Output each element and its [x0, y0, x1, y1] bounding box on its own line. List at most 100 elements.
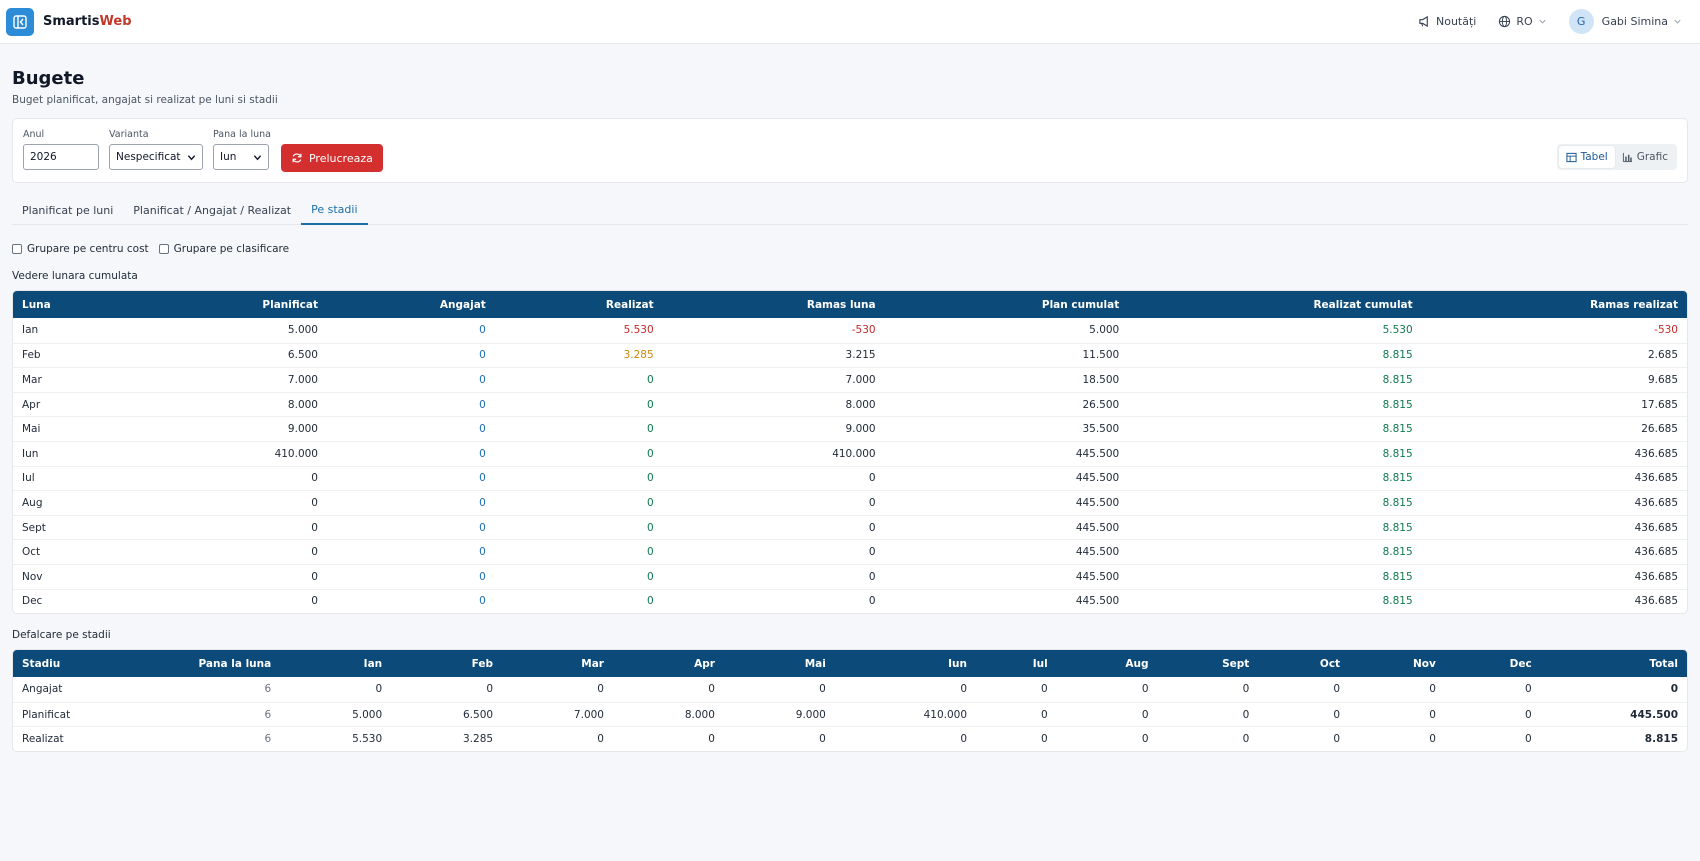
value-cell: 0	[326, 391, 495, 417]
value-cell: 0	[1258, 701, 1350, 727]
process-button[interactable]: Prelucreaza	[280, 144, 383, 172]
value-cell: 0	[612, 726, 724, 751]
value-cell: 7.000	[502, 701, 613, 727]
year-input[interactable]: 2026	[23, 144, 99, 170]
stages-header-cell: Feb	[391, 650, 503, 678]
value-cell: 436.685	[1421, 490, 1687, 515]
value-cell: 8.815	[1128, 440, 1422, 466]
value-cell: 8.815	[1128, 490, 1422, 515]
month-select[interactable]: Iun	[213, 144, 269, 170]
group-classification-checkbox[interactable]: Grupare pe clasificare	[158, 243, 289, 255]
month-cell: Dec	[13, 588, 165, 614]
user-name: Gabi Simina	[1601, 15, 1668, 28]
tab-by-stage[interactable]: Pe stadii	[301, 195, 368, 225]
month-cell: Mar	[13, 367, 165, 392]
view-chart-button[interactable]: Grafic	[1615, 146, 1675, 168]
variant-value: Nespecificat	[116, 151, 181, 163]
month-cell: Iun	[13, 440, 165, 466]
value-cell: 0	[494, 514, 663, 540]
value-cell: 9.685	[1421, 367, 1687, 392]
month-cell: Sept	[13, 514, 165, 540]
table-row: Mar 7.000 0 0 7.000 18.500 8.815 9.685	[13, 367, 1687, 392]
stage-cell: Realizat	[13, 726, 155, 751]
stages-header-cell: Nov	[1349, 650, 1445, 678]
value-cell: 0	[819, 683, 826, 696]
checkbox-box[interactable]	[12, 244, 22, 254]
value-cell: 0	[1242, 683, 1250, 696]
value-cell: 0	[1349, 726, 1445, 751]
stages-section-title: Defalcare pe stadii	[12, 629, 111, 642]
value-cell: 0	[164, 514, 327, 540]
stages-header-cell: Sept	[1157, 650, 1259, 678]
value-cell: -530	[851, 324, 876, 337]
tab-planned-committed-realized[interactable]: Planificat / Angajat / Realizat	[133, 203, 292, 217]
filter-panel: Anul 2026 Varianta Nespecificat Pana la …	[12, 118, 1688, 183]
value-cell: 436.685	[1421, 588, 1687, 614]
value-cell: 0	[494, 440, 663, 466]
value-cell: 6.500	[391, 701, 503, 727]
stages-header-cell: Iul	[976, 650, 1057, 678]
brand-name[interactable]: SmartisWeb	[43, 14, 132, 29]
chevron-down-icon	[253, 154, 262, 160]
value-cell: 0	[1056, 701, 1158, 727]
month-cell: Ian	[22, 324, 39, 337]
tab-planned-monthly[interactable]: Planificat pe luni	[22, 203, 114, 217]
news-button[interactable]: Noutăți	[1418, 15, 1476, 28]
value-cell: 8.815	[1128, 391, 1422, 417]
stages-header-cell: Dec	[1444, 650, 1541, 678]
month-cell: Aug	[13, 490, 165, 515]
monthly-header-cell: Planificat	[164, 291, 327, 318]
user-menu[interactable]: G Gabi Simina	[1568, 9, 1682, 34]
value-cell: 436.685	[1421, 440, 1687, 466]
month-value: Iun	[220, 151, 237, 163]
app-logo-icon[interactable]	[6, 7, 34, 36]
value-cell: 0	[662, 490, 885, 515]
stages-header-cell: Aug	[1056, 650, 1158, 678]
process-button-label: Prelucreaza	[308, 151, 373, 165]
value-cell: 0	[834, 726, 976, 751]
value-cell: 0	[1444, 701, 1541, 727]
bar-chart-icon	[1622, 152, 1632, 162]
stages-header-cell: Mar	[502, 650, 613, 678]
value-cell: 5.000	[280, 701, 392, 727]
checkbox-box[interactable]	[158, 244, 169, 254]
month-cell: Iul	[13, 465, 165, 491]
value-cell: 0	[494, 465, 663, 491]
avatar: G	[1568, 9, 1594, 34]
variant-select[interactable]: Nespecificat	[109, 144, 203, 170]
value-cell: 7.000	[662, 367, 885, 392]
value-cell: 0	[1141, 683, 1149, 696]
view-table-button[interactable]: Tabel	[1558, 146, 1615, 168]
value-cell: 0	[164, 539, 327, 564]
value-cell: 0	[375, 683, 383, 696]
monthly-header-cell: Ramas realizat	[1421, 291, 1687, 318]
value-cell: 0	[326, 367, 495, 392]
value-cell: 2.685	[1421, 342, 1687, 368]
value-cell: 0	[502, 726, 613, 751]
monthly-header-cell: Realizat	[494, 291, 663, 318]
value-cell: 9.000	[164, 416, 327, 441]
value-cell: 0	[326, 539, 495, 564]
monthly-header-cell: Realizat cumulat	[1128, 291, 1422, 318]
chevron-down-icon	[1539, 19, 1546, 24]
value-cell: 8.815	[1128, 416, 1422, 441]
stages-table: Stadiu Pana la luna Ian Feb Mar Apr Mai Iun Iul A…	[12, 649, 1688, 752]
view-table-label: Tabel	[1580, 151, 1608, 163]
refresh-icon	[292, 153, 302, 163]
language-selector[interactable]: RO	[1498, 15, 1546, 28]
year-value: 2026	[30, 151, 57, 163]
value-cell: 0	[494, 490, 663, 515]
month-cell: Apr	[13, 391, 165, 417]
value-cell: 445.500	[884, 514, 1129, 540]
stages-header-cell: Total	[1540, 650, 1687, 678]
value-cell: 436.685	[1421, 539, 1687, 564]
value-cell: 5.000	[287, 324, 318, 337]
value-cell: 8.000	[164, 391, 327, 417]
megaphone-icon	[1419, 15, 1428, 28]
table-icon	[1565, 152, 1577, 162]
group-cost-center-checkbox[interactable]: Grupare pe centru cost	[12, 243, 149, 255]
value-cell: 0	[494, 367, 663, 392]
value-cell: 8.815	[1128, 342, 1422, 368]
monthly-table: Luna Planificat Angajat Realizat Ramas luna P…	[12, 290, 1688, 615]
value-cell: 0	[326, 440, 495, 466]
